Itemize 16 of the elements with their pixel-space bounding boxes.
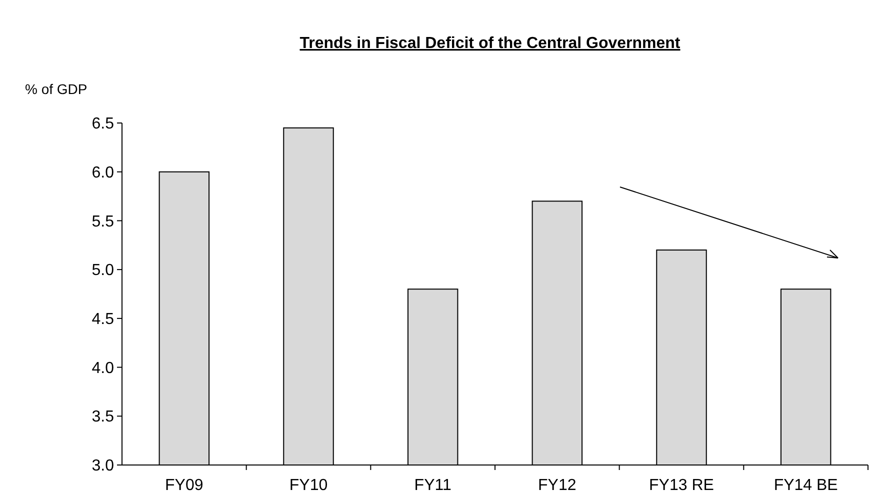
x-tick-label: FY14 BE xyxy=(774,477,838,494)
x-tick-label: FY10 xyxy=(289,477,328,494)
x-tick-label: FY13 RE xyxy=(649,477,714,494)
x-tick-label: FY09 xyxy=(165,477,204,494)
y-tick-label: 4.0 xyxy=(92,360,114,377)
y-tick-label: 5.5 xyxy=(92,213,114,230)
y-tick-label: 3.0 xyxy=(92,458,114,475)
y-axis-title: % of GDP xyxy=(25,81,88,97)
y-tick-label: 5.0 xyxy=(92,262,114,280)
y-tick-label: 6.0 xyxy=(92,164,114,182)
x-tick-label: FY11 xyxy=(414,477,452,494)
x-tick-label: FY12 xyxy=(538,477,576,494)
chart-title: Trends in Fiscal Deficit of the Central Government xyxy=(300,35,681,52)
y-tick-label: 6.5 xyxy=(92,116,114,133)
y-tick-label: 3.5 xyxy=(92,408,114,426)
y-tick-label: 4.5 xyxy=(92,311,114,328)
